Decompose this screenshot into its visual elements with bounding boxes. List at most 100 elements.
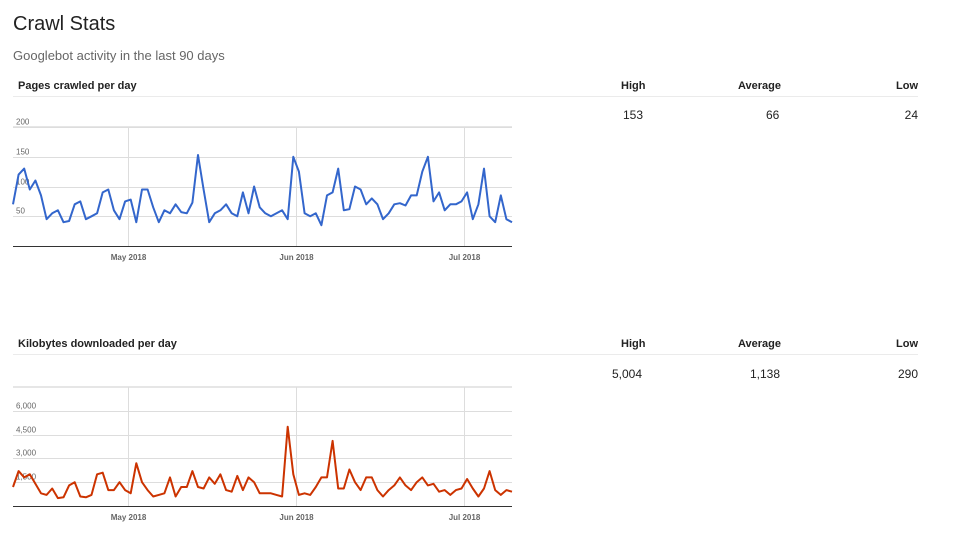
data-point[interactable] [95, 211, 100, 216]
data-point[interactable] [280, 494, 285, 499]
data-point[interactable] [459, 486, 464, 491]
data-point[interactable] [83, 495, 88, 500]
data-point[interactable] [240, 190, 245, 195]
data-point[interactable] [117, 480, 122, 485]
data-point[interactable] [453, 488, 458, 493]
data-point[interactable] [140, 187, 145, 192]
data-point[interactable] [336, 486, 341, 491]
data-point[interactable] [375, 488, 380, 493]
data-point[interactable] [11, 202, 16, 207]
data-point[interactable] [33, 178, 38, 183]
data-point[interactable] [409, 488, 414, 493]
data-point[interactable] [252, 480, 257, 485]
data-point[interactable] [22, 166, 27, 171]
data-point[interactable] [274, 211, 279, 216]
data-point[interactable] [246, 211, 251, 216]
data-point[interactable] [510, 220, 515, 225]
data-point[interactable] [173, 494, 178, 499]
data-point[interactable] [55, 496, 60, 501]
data-point[interactable] [44, 492, 49, 497]
data-point[interactable] [156, 220, 161, 225]
data-point[interactable] [381, 494, 386, 499]
data-point[interactable] [425, 483, 430, 488]
data-point[interactable] [397, 201, 402, 206]
data-point[interactable] [111, 208, 116, 213]
data-point[interactable] [493, 220, 498, 225]
data-point[interactable] [16, 172, 21, 177]
data-point[interactable] [319, 475, 324, 480]
data-point[interactable] [33, 481, 38, 486]
data-point[interactable] [431, 199, 436, 204]
data-point[interactable] [308, 214, 313, 219]
data-point[interactable] [55, 208, 60, 213]
data-point[interactable] [207, 220, 212, 225]
data-point[interactable] [134, 461, 139, 466]
data-point[interactable] [39, 193, 44, 198]
data-point[interactable] [437, 489, 442, 494]
data-point[interactable] [100, 190, 105, 195]
data-point[interactable] [89, 492, 94, 497]
data-point[interactable] [72, 202, 77, 207]
data-point[interactable] [397, 475, 402, 480]
data-point[interactable] [11, 485, 16, 490]
data-point[interactable] [341, 486, 346, 491]
data-point[interactable] [151, 494, 156, 499]
data-point[interactable] [134, 220, 139, 225]
data-point[interactable] [50, 211, 55, 216]
data-point[interactable] [325, 475, 330, 480]
data-point[interactable] [201, 187, 206, 192]
data-point[interactable] [27, 187, 32, 192]
data-point[interactable] [123, 199, 128, 204]
data-point[interactable] [375, 202, 380, 207]
data-point[interactable] [44, 217, 49, 222]
data-point[interactable] [369, 196, 374, 201]
data-point[interactable] [252, 184, 257, 189]
data-point[interactable] [263, 211, 268, 216]
data-point[interactable] [106, 488, 111, 493]
data-point[interactable] [67, 483, 72, 488]
data-point[interactable] [493, 488, 498, 493]
data-point[interactable] [358, 187, 363, 192]
data-point[interactable] [420, 475, 425, 480]
data-point[interactable] [61, 220, 66, 225]
data-point[interactable] [229, 489, 234, 494]
data-point[interactable] [330, 190, 335, 195]
data-point[interactable] [16, 469, 21, 474]
data-point[interactable] [168, 475, 173, 480]
data-point[interactable] [263, 491, 268, 496]
data-point[interactable] [437, 190, 442, 195]
data-point[interactable] [330, 438, 335, 443]
data-point[interactable] [392, 202, 397, 207]
data-point[interactable] [386, 211, 391, 216]
data-point[interactable] [106, 187, 111, 192]
data-point[interactable] [67, 219, 72, 224]
data-point[interactable] [123, 488, 128, 493]
data-point[interactable] [229, 211, 234, 216]
data-point[interactable] [302, 491, 307, 496]
data-point[interactable] [465, 477, 470, 482]
data-point[interactable] [476, 494, 481, 499]
data-point[interactable] [151, 205, 156, 210]
data-point[interactable] [353, 184, 358, 189]
data-point[interactable] [257, 491, 262, 496]
data-point[interactable] [420, 169, 425, 174]
data-point[interactable] [274, 492, 279, 497]
data-point[interactable] [476, 202, 481, 207]
data-point[interactable] [347, 467, 352, 472]
data-point[interactable] [498, 492, 503, 497]
data-point[interactable] [162, 208, 167, 213]
data-point[interactable] [369, 475, 374, 480]
data-point[interactable] [364, 475, 369, 480]
data-point[interactable] [510, 489, 515, 494]
data-point[interactable] [156, 492, 161, 497]
data-point[interactable] [173, 202, 178, 207]
data-point[interactable] [403, 483, 408, 488]
data-point[interactable] [313, 211, 318, 216]
data-point[interactable] [257, 205, 262, 210]
data-point[interactable] [498, 193, 503, 198]
data-point[interactable] [431, 481, 436, 486]
data-point[interactable] [470, 486, 475, 491]
data-point[interactable] [89, 214, 94, 219]
data-point[interactable] [386, 488, 391, 493]
data-point[interactable] [22, 475, 27, 480]
